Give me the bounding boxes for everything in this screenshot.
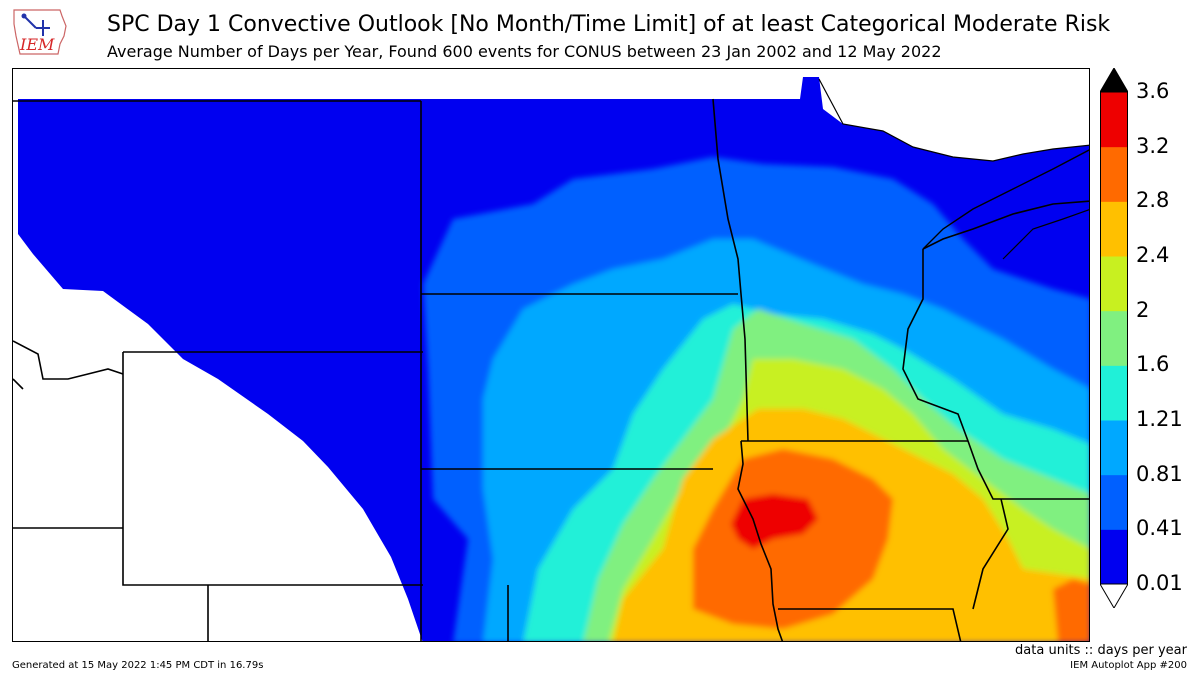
units-label: data units :: days per year	[1015, 643, 1187, 658]
colorbar-band	[1100, 310, 1128, 366]
colorbar-tick-label: 0.41	[1136, 516, 1183, 541]
colorbar-tick-label: 2.4	[1136, 243, 1170, 267]
colorbar-tick-label: 1.21	[1136, 407, 1183, 431]
state-boundaries	[13, 98, 1089, 641]
colorbar-band	[1100, 420, 1128, 476]
colorbar-band	[1100, 365, 1128, 421]
colorbar-band	[1100, 256, 1128, 312]
map-title: SPC Day 1 Convective Outlook [No Month/T…	[107, 12, 1111, 37]
colorbar-tick-label: 0.01	[1136, 571, 1183, 595]
colorbar-band	[1100, 146, 1128, 202]
colorbar-band	[1100, 201, 1128, 257]
colorbar-tick-label: 3.2	[1136, 133, 1170, 158]
colorbar-graphic	[1099, 67, 1129, 609]
app-label: IEM Autoplot App #200	[1070, 660, 1187, 671]
colorbar	[1099, 67, 1129, 609]
colorbar-under-triangle	[1099, 583, 1129, 609]
colorbar-tick-label: 2.8	[1136, 188, 1170, 213]
map-panel	[12, 68, 1090, 642]
iowa-outline-icon: IEM	[13, 9, 67, 55]
iem-logo: IEM	[10, 6, 70, 58]
colorbar-tick-label: 2	[1136, 297, 1150, 322]
colorbar-tick-label: 3.6	[1136, 79, 1170, 103]
colorbar-band	[1100, 92, 1128, 148]
colorbar-over-triangle	[1099, 67, 1129, 93]
colorbar-tick-label: 1.6	[1136, 352, 1170, 377]
heatmap	[13, 69, 1089, 641]
logo-text: IEM	[19, 35, 55, 54]
map-subtitle: Average Number of Days per Year, Found 6…	[107, 42, 942, 61]
colorbar-band	[1100, 474, 1128, 530]
colorbar-tick-label: 0.81	[1136, 461, 1183, 486]
colorbar-band	[1100, 529, 1128, 585]
generated-label: Generated at 15 May 2022 1:45 PM CDT in …	[12, 660, 264, 671]
